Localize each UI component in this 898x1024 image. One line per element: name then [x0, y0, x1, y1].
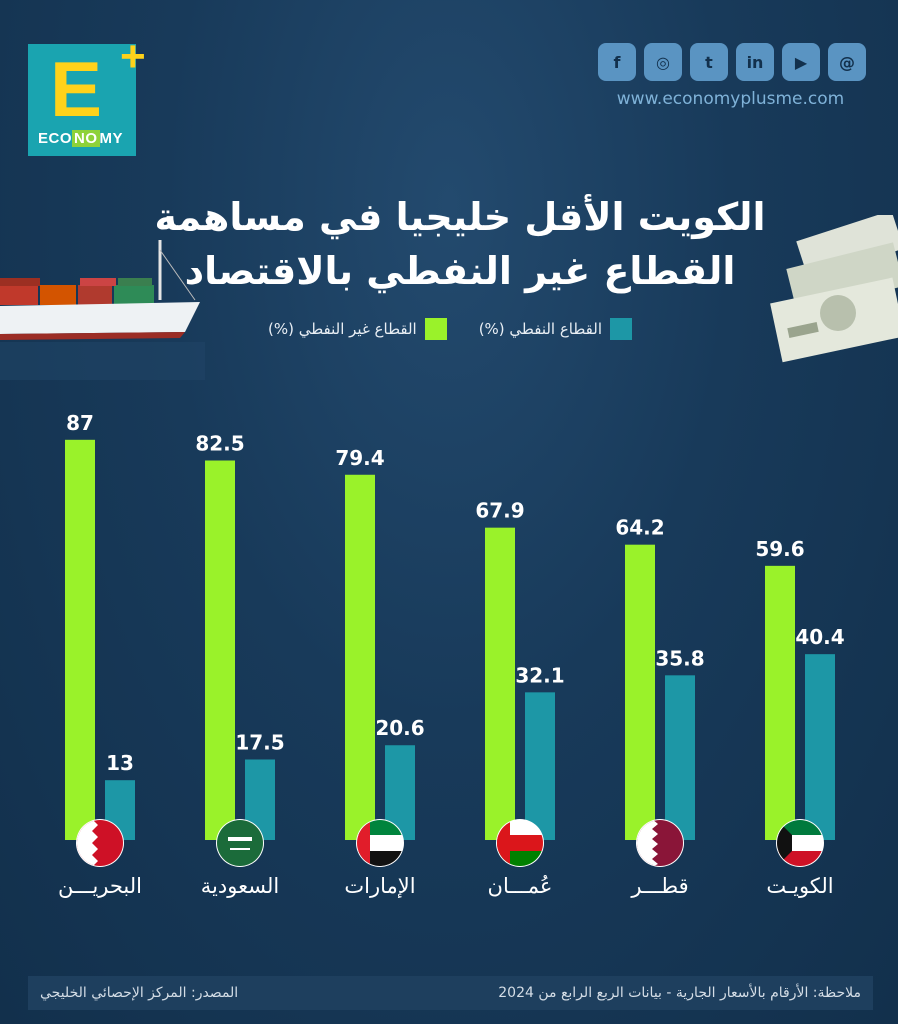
instagram-icon[interactable]: ◎ [644, 43, 682, 81]
data-label: 32.1 [515, 663, 564, 687]
legend-item-nonoil: القطاع غير النفطي (%) [268, 318, 447, 340]
category-label: البحريـــن [58, 874, 142, 898]
bar-nonoil-4 [625, 544, 655, 840]
bar-nonoil-2 [345, 474, 375, 840]
legend-label-nonoil: القطاع غير النفطي (%) [267, 320, 417, 338]
category-label: السعودية [201, 874, 279, 898]
brand-logo: E + ECO NO MY [28, 32, 153, 160]
threads-icon[interactable]: @ [828, 43, 866, 81]
oman-flag-icon [497, 820, 543, 866]
footer-source: المصدر: المركز الإحصائي الخليجي [40, 985, 239, 1001]
facebook-icon[interactable]: f [598, 43, 636, 81]
data-label: 64.2 [615, 516, 664, 540]
twitter-icon[interactable]: t [690, 43, 728, 81]
chart-legend: القطاع النفطي (%) القطاع غير النفطي (%) [250, 312, 650, 346]
legend-label-oil: القطاع النفطي (%) [478, 320, 603, 338]
cargo-ship-illustration [0, 240, 205, 380]
data-label: 67.9 [475, 499, 524, 523]
linkedin-icon[interactable]: in [736, 43, 774, 81]
bar-nonoil-1 [205, 460, 235, 840]
bar-nonoil-0 [65, 439, 95, 840]
data-label: 20.6 [375, 716, 424, 740]
data-label: 40.4 [795, 625, 844, 649]
youtube-icon[interactable]: ▶ [782, 43, 820, 81]
saudi-flag-icon [217, 820, 263, 866]
logo-letter: E [50, 45, 103, 133]
data-label: 17.5 [235, 731, 284, 755]
bahrain-flag-icon [77, 820, 123, 866]
data-label: 87 [66, 411, 94, 435]
title-line-1: الكويت الأقل خليجيا في مساهمة [154, 195, 766, 239]
bar-oil-3 [525, 692, 555, 840]
social-links: f ◎ t in ▶ @ [598, 43, 866, 81]
category-label: قطـــر [630, 874, 688, 898]
data-label: 79.4 [335, 446, 384, 470]
bar-nonoil-5 [765, 565, 795, 840]
qatar-flag-icon [637, 820, 683, 866]
footer-note: ملاحظة: الأرقام بالأسعار الجارية - بيانا… [498, 985, 861, 1001]
legend-swatch-nonoil [424, 318, 447, 340]
data-label: 82.5 [195, 432, 244, 456]
category-label: الكويـت [766, 874, 833, 898]
legend-item-oil: القطاع النفطي (%) [478, 318, 633, 340]
uae-flag-icon [357, 820, 403, 866]
website-link[interactable]: www.economyplusme.com [616, 89, 845, 109]
bar-oil-5 [805, 654, 835, 840]
data-label: 13 [106, 751, 134, 775]
banknotes-illustration [770, 215, 898, 363]
category-label: الإمارات [344, 874, 415, 898]
chart-title: الكويت الأقل خليجيا في مساهمة القطاع غير… [150, 190, 770, 298]
bar-nonoil-3 [485, 527, 515, 840]
data-label: 35.8 [655, 646, 704, 670]
logo-plus: + [120, 32, 146, 81]
title-line-2: القطاع غير النفطي بالاقتصاد [184, 249, 736, 293]
category-label: عُمـــان [488, 874, 553, 898]
data-label: 59.6 [755, 537, 804, 561]
footer-bar: ملاحظة: الأرقام بالأسعار الجارية - بيانا… [28, 976, 873, 1010]
legend-swatch-oil [610, 318, 633, 340]
bar-oil-4 [665, 675, 695, 840]
logo-wordmark: ECO NO MY [38, 130, 124, 147]
